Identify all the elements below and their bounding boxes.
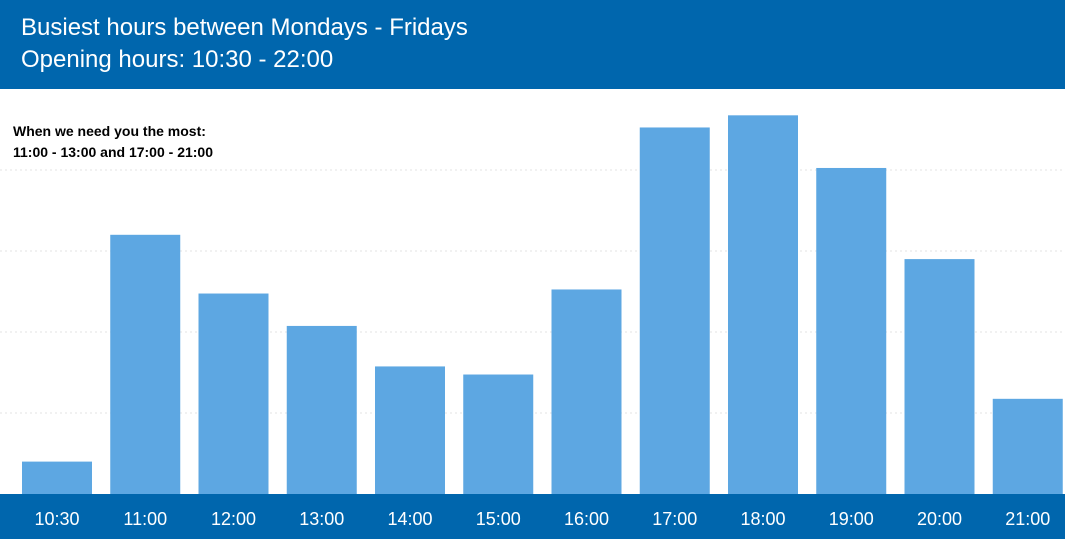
x-tick-label: 15:00 [475,509,521,529]
x-tick-label: 10:30 [34,509,80,529]
annotation-line-2: 11:00 - 13:00 and 17:00 - 21:00 [13,144,214,160]
bar-1030 [22,461,92,494]
bar-1700 [639,127,710,494]
bar-1800 [728,115,798,494]
chart-header: Busiest hours between Mondays - Fridays … [0,0,1065,89]
x-tick-label: 19:00 [828,509,874,529]
bar-2000 [904,259,975,494]
x-tick-label: 14:00 [387,509,433,529]
bar-1600 [551,289,622,494]
bar-1500 [463,374,534,494]
x-tick-label: 20:00 [916,509,963,529]
x-tick-label: 12:00 [210,509,257,529]
annotation: When we need you the most: 11:00 - 13:00… [13,121,213,163]
bar-1300 [286,325,357,494]
bar-2100 [992,398,1063,494]
bar-1900 [816,167,887,494]
x-tick-label: 21:00 [1005,509,1051,529]
bar-1400 [375,366,445,494]
x-tick-label: 11:00 [123,509,168,529]
x-axis-band: 10:30 11:00 12:00 13:00 14:00 15:00 16:00 17:00… [0,494,1065,539]
chart-title: Busiest hours between Mondays - Fridays [21,14,468,41]
annotation-line-1: When we need you the most: [13,123,206,139]
x-tick-label: 13:00 [299,509,345,529]
x-tick-label: 16:00 [563,509,610,529]
bar-1200 [198,293,269,494]
chart-subtitle: Opening hours: 10:30 - 22:00 [21,46,334,73]
bar-1100 [110,234,181,494]
bar-chart-plot [0,115,1065,494]
x-tick-label: 18:00 [740,509,786,529]
x-tick-label: 17:00 [652,509,698,529]
